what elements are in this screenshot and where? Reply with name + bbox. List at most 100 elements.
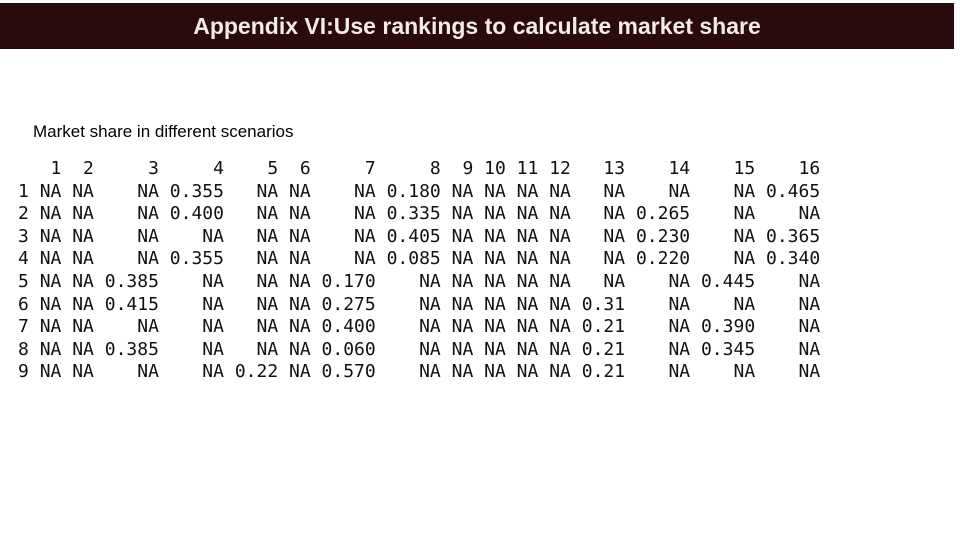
table-cell: NA — [549, 270, 571, 292]
table-cell: NA — [700, 225, 756, 247]
table-cell: NA — [386, 316, 441, 338]
table-cell: NA — [516, 270, 539, 292]
table-cell: NA — [104, 203, 159, 225]
table-cell: 0.265 — [635, 203, 691, 225]
table-cell: 0.060 — [321, 338, 376, 360]
table-cell: 0.365 — [766, 225, 821, 247]
table-cell: NA — [39, 248, 62, 270]
table-cell: NA — [549, 203, 571, 225]
table-cell: NA — [169, 293, 224, 315]
table-cell: 0.390 — [700, 316, 756, 338]
table-cell: NA — [700, 361, 756, 383]
table-cell: NA — [484, 293, 506, 315]
table-row: 8 NA NA 0.385 NA NA NA 0.060 NA NA NA NA… — [18, 339, 820, 362]
table-cell: NA — [72, 180, 94, 202]
table-cell: NA — [39, 203, 62, 225]
row-name: 1 — [18, 180, 29, 202]
table-cell: NA — [234, 338, 279, 360]
table-cell: NA — [72, 361, 94, 383]
row-name: 7 — [18, 316, 29, 338]
column-header: 15 — [700, 158, 756, 179]
row-name: 9 — [18, 361, 29, 383]
table-cell: NA — [484, 316, 506, 338]
table-cell: 0.385 — [104, 338, 159, 360]
column-header: 12 — [549, 158, 571, 179]
table-cell: NA — [516, 180, 539, 202]
table-cell: NA — [516, 361, 539, 383]
column-header: 10 — [484, 158, 506, 179]
table-cell: 0.22 — [234, 361, 279, 383]
table-cell: NA — [234, 203, 279, 225]
column-header: 16 — [766, 158, 821, 179]
table-cell: 0.31 — [581, 293, 626, 315]
table-cell: NA — [700, 180, 756, 202]
table-cell: 0.170 — [321, 270, 376, 292]
table-cell: NA — [484, 225, 506, 247]
table-cell: NA — [635, 180, 691, 202]
table-cell: NA — [72, 338, 94, 360]
row-name: 6 — [18, 293, 29, 315]
table-cell: NA — [549, 316, 571, 338]
table-cell: NA — [635, 270, 691, 292]
table-cell: NA — [72, 225, 94, 247]
table-cell: NA — [451, 180, 474, 202]
table-cell: NA — [766, 338, 821, 360]
table-cell: 0.355 — [169, 248, 224, 270]
column-header: 11 — [516, 158, 539, 179]
table-cell: 0.21 — [581, 361, 626, 383]
table-cell: 0.085 — [386, 248, 441, 270]
table-cell: NA — [451, 361, 474, 383]
table-cell: NA — [549, 248, 571, 270]
table-cell: 0.220 — [635, 248, 691, 270]
table-cell: NA — [289, 338, 311, 360]
row-name: 4 — [18, 248, 29, 270]
table-cell: NA — [484, 361, 506, 383]
table-cell: NA — [169, 338, 224, 360]
table-cell: NA — [234, 293, 279, 315]
table-row: 5 NA NA 0.385 NA NA NA 0.170 NA NA NA NA… — [18, 271, 820, 294]
table-cell: 0.180 — [386, 180, 441, 202]
market-share-matrix: 1 2 3 4 5 6 7 8 9 10 11 12 13 14 15 16 1 … — [18, 158, 820, 384]
table-cell: NA — [321, 225, 376, 247]
column-header: 1 — [39, 158, 62, 179]
table-cell: NA — [451, 270, 474, 292]
column-header: 9 — [451, 158, 474, 179]
table-cell: NA — [766, 316, 821, 338]
table-cell: NA — [386, 338, 441, 360]
table-cell: NA — [516, 225, 539, 247]
table-cell: NA — [766, 293, 821, 315]
table-cell: 0.445 — [700, 270, 756, 292]
table-cell: NA — [516, 338, 539, 360]
table-cell: NA — [484, 203, 506, 225]
column-header: 14 — [635, 158, 691, 179]
table-cell: NA — [39, 293, 62, 315]
table-cell: NA — [635, 316, 691, 338]
table-cell: 0.415 — [104, 293, 159, 315]
column-header: 4 — [169, 158, 224, 179]
table-cell: NA — [72, 203, 94, 225]
table-cell: 0.340 — [766, 248, 821, 270]
table-cell: NA — [104, 316, 159, 338]
table-cell: NA — [39, 338, 62, 360]
table-cell: NA — [234, 180, 279, 202]
table-cell: NA — [289, 293, 311, 315]
table-cell: NA — [451, 225, 474, 247]
table-cell: NA — [766, 361, 821, 383]
table-cell: NA — [321, 203, 376, 225]
column-header: 6 — [289, 158, 311, 179]
table-cell: 0.21 — [581, 316, 626, 338]
table-cell: NA — [516, 203, 539, 225]
table-cell: NA — [72, 248, 94, 270]
table-row: 3 NA NA NA NA NA NA NA 0.405 NA NA NA NA… — [18, 226, 820, 249]
table-cell: NA — [700, 203, 756, 225]
table-cell: NA — [169, 270, 224, 292]
table-cell: NA — [451, 293, 474, 315]
column-header: 8 — [386, 158, 441, 179]
table-cell: NA — [635, 338, 691, 360]
table-cell: 0.335 — [386, 203, 441, 225]
table-cell: 0.385 — [104, 270, 159, 292]
table-cell: NA — [234, 248, 279, 270]
table-row: 2 NA NA NA 0.400 NA NA NA 0.335 NA NA NA… — [18, 203, 820, 226]
table-cell: 0.275 — [321, 293, 376, 315]
table-cell: NA — [451, 248, 474, 270]
